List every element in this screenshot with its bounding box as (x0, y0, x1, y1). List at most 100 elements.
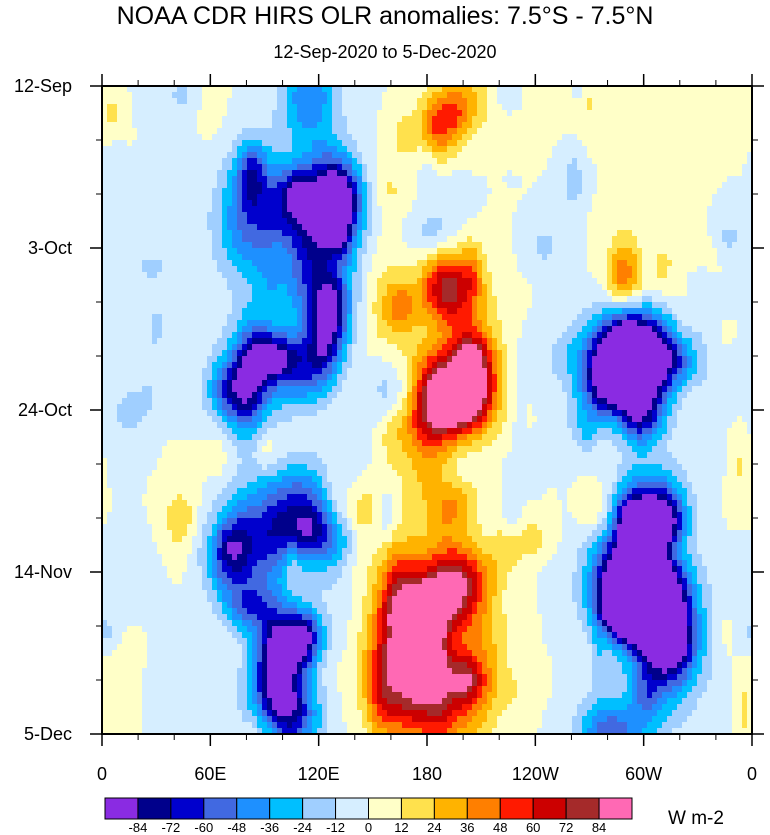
heatmap-cell (527, 296, 533, 303)
heatmap-cell (387, 140, 393, 147)
heatmap-cell (642, 218, 648, 225)
heatmap-cell (137, 302, 143, 309)
heatmap-cell (227, 146, 233, 153)
heatmap-cell (237, 266, 243, 273)
heatmap-cell (377, 140, 383, 147)
heatmap-cell (627, 146, 633, 153)
heatmap-cell (112, 266, 118, 273)
heatmap-cell (712, 254, 718, 261)
heatmap-cell (107, 236, 113, 243)
heatmap-cell (242, 188, 248, 195)
heatmap-cell (702, 248, 708, 255)
heatmap-cell (642, 206, 648, 213)
heatmap-cell (252, 242, 258, 249)
heatmap-cell (142, 272, 148, 279)
heatmap-cell (152, 86, 158, 93)
heatmap-cell (607, 176, 613, 183)
heatmap-cell (212, 92, 218, 99)
heatmap-cell (567, 104, 573, 111)
heatmap-cell (717, 146, 723, 153)
heatmap-cell (367, 266, 373, 273)
heatmap-cell (212, 206, 218, 213)
heatmap-cell (232, 212, 238, 219)
heatmap-cell (412, 266, 418, 273)
heatmap-cell (112, 104, 118, 111)
heatmap-cell (237, 236, 243, 243)
heatmap-cell (212, 218, 218, 225)
heatmap-cell (437, 308, 443, 315)
heatmap-cell (117, 182, 123, 189)
heatmap-cell (137, 152, 143, 159)
heatmap-cell (337, 182, 343, 189)
heatmap-cell (407, 242, 413, 249)
heatmap-cell (292, 230, 298, 237)
heatmap-cell (522, 158, 528, 165)
heatmap-cell (197, 218, 203, 225)
heatmap-cell (197, 182, 203, 189)
heatmap-cell (562, 152, 568, 159)
heatmap-cell (442, 134, 448, 141)
heatmap-cell (377, 278, 383, 285)
heatmap-cell (242, 158, 248, 165)
heatmap-cell (747, 170, 753, 177)
heatmap-cell (167, 104, 173, 111)
heatmap-cell (292, 158, 298, 165)
heatmap-cell (387, 122, 393, 129)
heatmap-cell (367, 230, 373, 237)
heatmap-cell (192, 266, 198, 273)
heatmap-cell (437, 86, 443, 93)
heatmap-cell (117, 188, 123, 195)
heatmap-cell (502, 188, 508, 195)
heatmap-cell (362, 188, 368, 195)
heatmap-cell (217, 206, 223, 213)
heatmap-cell (327, 134, 333, 141)
heatmap-cell (202, 164, 208, 171)
heatmap-cell (247, 182, 253, 189)
heatmap-cell (667, 134, 673, 141)
heatmap-cell (372, 182, 378, 189)
heatmap-cell (582, 218, 588, 225)
heatmap-cell (282, 296, 288, 303)
heatmap-cell (562, 266, 568, 273)
heatmap-cell (542, 170, 548, 177)
heatmap-cell (397, 260, 403, 267)
heatmap-cell (272, 200, 278, 207)
heatmap-cell (387, 110, 393, 117)
heatmap-cell (612, 188, 618, 195)
heatmap-cell (687, 260, 693, 267)
heatmap-cell (317, 92, 323, 99)
heatmap-cell (362, 236, 368, 243)
heatmap-cell (122, 182, 128, 189)
heatmap-cell (287, 122, 293, 129)
heatmap-cell (467, 140, 473, 147)
heatmap-cell (487, 266, 493, 273)
heatmap-cell (532, 212, 538, 219)
heatmap-cell (137, 230, 143, 237)
heatmap-cell (542, 254, 548, 261)
heatmap-cell (662, 278, 668, 285)
heatmap-cell (442, 224, 448, 231)
heatmap-cell (257, 278, 263, 285)
heatmap-cell (357, 302, 363, 309)
heatmap-cell (707, 272, 713, 279)
heatmap-cell (657, 260, 663, 267)
heatmap-cell (382, 170, 388, 177)
heatmap-cell (572, 248, 578, 255)
heatmap-cell (322, 182, 328, 189)
heatmap-cell (452, 290, 458, 297)
heatmap-cell (432, 296, 438, 303)
heatmap-cell (657, 296, 663, 303)
heatmap-cell (652, 284, 658, 291)
heatmap-cell (142, 122, 148, 129)
heatmap-cell (517, 170, 523, 177)
heatmap-cell (242, 134, 248, 141)
heatmap-cell (252, 152, 258, 159)
heatmap-cell (232, 92, 238, 99)
heatmap-cell (482, 218, 488, 225)
heatmap-cell (452, 92, 458, 99)
heatmap-cell (102, 152, 108, 159)
heatmap-cell (367, 116, 373, 123)
heatmap-cell (637, 122, 643, 129)
heatmap-cell (402, 308, 408, 315)
heatmap-cell (262, 230, 268, 237)
